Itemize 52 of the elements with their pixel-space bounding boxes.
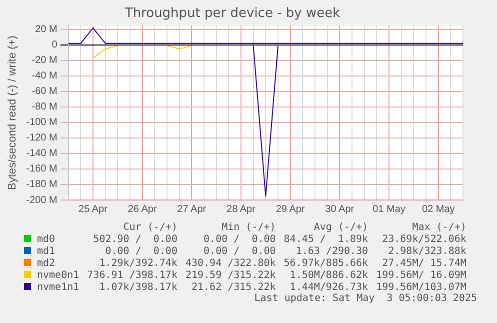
text: 199.56M/103.07M [375,282,468,294]
text: Cur (-/+) [122,222,178,234]
text: 1.29k/392.74k [98,258,178,270]
text: 56.97k/885.66k [282,258,370,270]
x-tick-label: 28 Apr [226,204,256,215]
text: 1.50M/886.62k [288,270,370,282]
legend-label: nvme1n1 [36,282,80,294]
y-tick-label: -200 M [26,194,58,206]
y-tick-label: 0 [52,40,58,51]
x-tick-label: 29 Apr [276,204,306,215]
x-tick-label: 02 May [422,204,455,215]
y-tick-label: -160 M [26,164,58,175]
y-axis-title: Bytes/second read (-) / write (+) [6,36,19,190]
text: 21.62 /315.22k [190,282,277,294]
text: 0.00 / 0.00 [202,246,277,258]
text: 219.59 /315.22k [184,270,277,282]
x-tick-label: 25 Apr [78,204,108,215]
text: Max (-/+) [411,222,468,234]
x-tick-label: 30 Apr [325,204,355,215]
text: 736.91 /398.17k [86,270,178,282]
text: 1.44M/926.73k [288,282,370,293]
text: 0.00 / 0.00 [104,246,178,258]
text: 502.90 / 0.00 [92,234,178,246]
text: Avg (-/+) [312,222,370,234]
y-tick-label: -100 M [26,117,58,128]
y-tick-label: 20 M [35,24,58,36]
legend-label: nvme0n1 [36,270,80,282]
text: 0.00 / 0.00 [202,234,277,246]
x-tick-label: 27 Apr [177,204,207,215]
y-tick-label: -120 M [26,132,58,144]
text: Min (-/+) [220,222,277,234]
text: 199.56M/ 16.09M [375,270,468,282]
text: 2.98k/323.88k [387,246,468,258]
text: 1.63 /290.30 [294,246,370,258]
legend-label: md0 [36,234,56,246]
chart-title: Throughput per device - by week [124,6,341,22]
legend-label: md2 [36,258,56,270]
y-tick-label: -140 M [26,148,58,160]
y-tick-label: -180 M [26,179,58,190]
y-tick-label: -20 M [32,55,58,66]
text: 430.94 /322.80k [184,258,277,270]
text: 23.69k/522.06k [381,234,468,246]
text: 27.45M/ 15.74M [381,258,468,270]
x-tick-label: 26 Apr [128,204,158,215]
text: 1.07k/398.17k [98,282,178,294]
text: Last update: Sat May 3 05:00:03 2025 [254,293,477,304]
y-tick-label: -80 M [32,102,58,113]
legend-label: md1 [36,246,56,258]
x-tick-label: 01 May [372,204,406,215]
text: 84.45 / 1.89k [282,234,370,246]
y-tick-label: -60 M [32,86,58,98]
y-tick-label: -40 M [32,70,58,82]
